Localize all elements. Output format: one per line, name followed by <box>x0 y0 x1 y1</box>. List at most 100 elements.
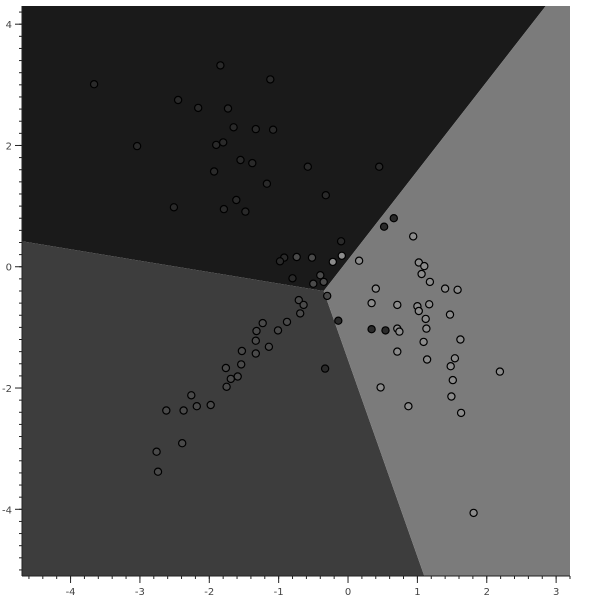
region-top <box>22 6 546 291</box>
data-point-s2-1 <box>337 251 346 260</box>
x-tick-label: -2 <box>204 587 214 598</box>
data-point-s2-27 <box>495 367 505 376</box>
data-point-s1-0 <box>292 252 301 262</box>
data-point-s1-5 <box>323 291 332 301</box>
data-point-s1-13 <box>251 336 260 345</box>
x-tick-label: 3 <box>553 587 559 598</box>
data-point-s1-28 <box>152 447 161 456</box>
data-point-s2-12 <box>393 300 402 310</box>
data-point-s2-11 <box>367 298 376 308</box>
data-point-s0-4 <box>193 103 203 113</box>
data-point-s0-7 <box>251 124 260 134</box>
data-point-s2-9 <box>453 285 462 294</box>
y-tick-label: 0 <box>6 263 12 274</box>
data-point-s0-23 <box>389 213 398 223</box>
data-point-s0-9 <box>132 141 142 151</box>
data-point-s1-23 <box>192 402 201 411</box>
data-point-s1-27 <box>177 439 187 448</box>
x-tick-label: -1 <box>274 587 284 598</box>
data-point-s0-10 <box>211 140 221 150</box>
data-point-s1-14 <box>264 342 274 351</box>
data-point-s0-2 <box>266 75 275 84</box>
data-point-s2-18 <box>422 324 431 333</box>
data-point-s0-29 <box>334 316 343 325</box>
y-tick-label: 4 <box>6 20 12 31</box>
data-point-s1-19 <box>233 372 242 381</box>
data-point-s2-32 <box>456 408 466 418</box>
data-point-s1-20 <box>226 374 235 384</box>
decision-regions <box>22 6 570 577</box>
x-tick-label: 0 <box>345 587 351 598</box>
data-point-s1-9 <box>282 317 292 327</box>
data-point-s1-1 <box>307 253 317 262</box>
y-tick-label: 2 <box>6 141 12 152</box>
data-point-s0-21 <box>241 207 250 216</box>
data-point-s0-8 <box>268 125 278 134</box>
data-points <box>89 61 505 518</box>
data-point-s0-30 <box>367 325 376 334</box>
data-point-s1-16 <box>251 349 260 358</box>
data-point-s2-30 <box>447 392 456 401</box>
data-point-s2-28 <box>448 375 457 385</box>
data-point-s0-1 <box>216 61 225 70</box>
data-point-s0-5 <box>223 104 233 113</box>
data-point-s1-3 <box>319 277 328 287</box>
data-point-s2-20 <box>395 327 404 336</box>
data-point-s0-12 <box>236 155 245 165</box>
data-point-s1-12 <box>252 326 261 336</box>
x-tick-label: -3 <box>135 587 145 598</box>
data-point-s2-3 <box>409 232 418 241</box>
data-point-s1-8 <box>296 309 305 318</box>
data-point-s2-29 <box>376 383 385 392</box>
data-point-s0-3 <box>173 95 183 105</box>
data-point-s0-19 <box>169 203 179 212</box>
data-point-s1-6 <box>294 295 303 305</box>
data-point-s0-27 <box>275 257 285 266</box>
data-point-s0-28 <box>336 237 346 246</box>
data-point-s1-2 <box>316 271 325 280</box>
y-tick-label: -2 <box>2 384 12 395</box>
data-point-s0-13 <box>248 158 257 168</box>
data-point-s0-31 <box>381 326 390 335</box>
data-point-s1-11 <box>273 326 283 335</box>
data-point-s0-24 <box>379 222 389 231</box>
data-point-s2-10 <box>371 284 380 293</box>
data-point-s1-17 <box>236 360 246 369</box>
region-left <box>22 241 425 577</box>
data-point-s0-32 <box>320 364 330 373</box>
x-tick-label: 1 <box>414 587 420 598</box>
data-point-s0-17 <box>321 190 330 200</box>
data-point-s1-24 <box>206 400 215 410</box>
data-point-s1-10 <box>258 318 267 328</box>
data-point-s2-24 <box>422 355 432 364</box>
data-point-s1-18 <box>221 363 231 373</box>
data-point-s1-22 <box>187 391 196 400</box>
x-tick-label: 2 <box>484 587 490 598</box>
data-point-s1-29 <box>153 467 163 476</box>
data-point-s2-17 <box>445 310 455 319</box>
data-point-s2-0 <box>328 257 337 267</box>
x-tick-label: -4 <box>66 587 76 598</box>
data-point-s0-14 <box>303 162 312 171</box>
y-tick-label: -4 <box>2 505 12 516</box>
data-point-s1-26 <box>162 406 171 415</box>
data-point-s2-31 <box>404 402 413 411</box>
data-point-s0-25 <box>288 274 297 283</box>
data-point-s2-8 <box>440 284 450 293</box>
data-point-s0-20 <box>219 204 229 214</box>
data-point-s2-21 <box>456 335 465 344</box>
axes: -4 -3 -2 -1 0 1 2 3 -4 -2 0 2 4 <box>2 6 571 598</box>
data-point-s0-16 <box>262 179 272 188</box>
data-point-s1-4 <box>309 279 318 288</box>
data-point-s0-11 <box>218 138 228 147</box>
data-point-s2-25 <box>450 354 460 363</box>
data-point-s1-15 <box>237 346 247 356</box>
data-point-s2-33 <box>469 508 478 518</box>
data-point-s0-15 <box>209 167 219 176</box>
data-point-s2-23 <box>393 347 402 356</box>
data-point-s0-22 <box>232 195 241 205</box>
data-point-s0-0 <box>89 79 99 89</box>
data-point-s0-6 <box>229 123 238 132</box>
data-point-s2-15 <box>414 306 423 316</box>
